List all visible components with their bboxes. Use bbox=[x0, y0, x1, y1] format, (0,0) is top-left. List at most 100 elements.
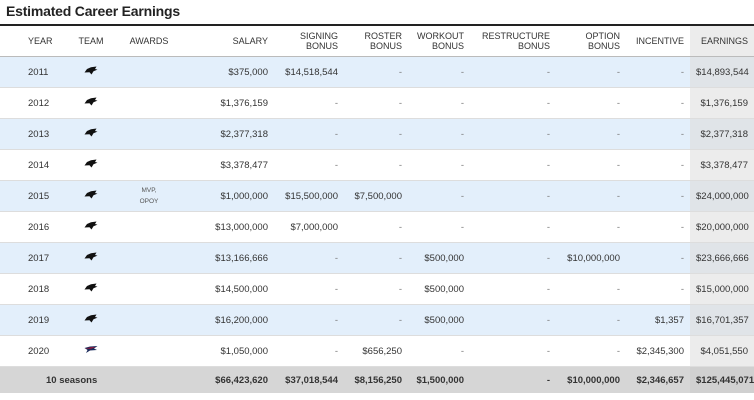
cell-awards: MVP, OPOY bbox=[122, 180, 176, 212]
col-header-workout-bonus[interactable]: WORKOUT BONUS bbox=[408, 26, 470, 57]
cell-incentive: - bbox=[626, 242, 690, 274]
col-header-option-bonus[interactable]: OPTION BONUS bbox=[556, 26, 626, 57]
header-line: BONUS bbox=[587, 41, 620, 51]
table-row[interactable]: 2017 $13,166,666- - $500,000- $10,000,000- $2… bbox=[0, 242, 754, 274]
cell-workout-bonus: - bbox=[408, 335, 470, 367]
cell-signing-bonus: - bbox=[274, 118, 344, 150]
panthers-logo-icon[interactable] bbox=[84, 190, 98, 199]
cell-workout-bonus: - bbox=[408, 211, 470, 243]
table-row[interactable]: 2020 $1,050,000- $656,250- - - $2,345,300 $4,0… bbox=[0, 335, 754, 367]
cell-workout-bonus: - bbox=[408, 118, 470, 150]
panthers-logo-icon[interactable] bbox=[84, 314, 98, 323]
cell-earnings: $3,378,477 bbox=[690, 149, 754, 181]
cell-year: 2016 bbox=[0, 211, 60, 243]
cell-option-bonus: - bbox=[556, 335, 626, 367]
panthers-logo-icon[interactable] bbox=[84, 66, 98, 75]
cell-year: 2013 bbox=[0, 118, 60, 150]
panthers-logo-icon[interactable] bbox=[84, 128, 98, 137]
cell-salary: $1,376,159 bbox=[176, 87, 274, 119]
table-row[interactable]: 2014 $3,378,477- - - - - - $3,378,477 bbox=[0, 149, 754, 181]
cell-team bbox=[60, 180, 122, 212]
header-line: OPTION bbox=[585, 31, 620, 41]
total-restructure-bonus: - bbox=[470, 366, 556, 393]
cell-team bbox=[60, 304, 122, 336]
cell-restructure-bonus: - bbox=[470, 56, 556, 88]
patriots-logo-icon[interactable] bbox=[84, 345, 98, 354]
col-header-restructure-bonus[interactable]: RESTRUCTURE BONUS bbox=[470, 26, 556, 57]
total-incentive: $2,346,657 bbox=[626, 366, 690, 393]
cell-restructure-bonus: - bbox=[470, 242, 556, 274]
cell-year: 2017 bbox=[0, 242, 60, 274]
total-earnings: $125,445,071 bbox=[690, 366, 754, 393]
col-header-roster-bonus[interactable]: ROSTER BONUS bbox=[344, 26, 408, 57]
col-header-earnings[interactable]: EARNINGS bbox=[690, 26, 754, 57]
header-line: SIGNING bbox=[299, 31, 338, 41]
table-row[interactable]: 2011 $375,000 $14,518,544- - - - - $14,893,544 bbox=[0, 56, 754, 88]
cell-roster-bonus: $7,500,000 bbox=[344, 180, 408, 212]
cell-restructure-bonus: - bbox=[470, 304, 556, 336]
cell-earnings: $14,893,544 bbox=[690, 56, 754, 88]
panthers-logo-icon[interactable] bbox=[84, 252, 98, 261]
cell-team bbox=[60, 335, 122, 367]
cell-year: 2020 bbox=[0, 335, 60, 367]
cell-option-bonus: - bbox=[556, 273, 626, 305]
cell-earnings: $23,666,666 bbox=[690, 242, 754, 274]
cell-signing-bonus: - bbox=[274, 304, 344, 336]
cell-team bbox=[60, 273, 122, 305]
cell-roster-bonus: - bbox=[344, 273, 408, 305]
col-header-team[interactable]: TEAM bbox=[60, 26, 122, 57]
header-line: BONUS bbox=[517, 41, 550, 51]
cell-option-bonus: - bbox=[556, 180, 626, 212]
cell-roster-bonus: - bbox=[344, 56, 408, 88]
cell-year: 2012 bbox=[0, 87, 60, 119]
cell-year: 2018 bbox=[0, 273, 60, 305]
cell-earnings: $16,701,357 bbox=[690, 304, 754, 336]
cell-signing-bonus: $7,000,000 bbox=[274, 211, 344, 243]
cell-roster-bonus: - bbox=[344, 118, 408, 150]
panthers-logo-icon[interactable] bbox=[84, 159, 98, 168]
cell-salary: $2,377,318 bbox=[176, 118, 274, 150]
cell-option-bonus: - bbox=[556, 56, 626, 88]
cell-roster-bonus: - bbox=[344, 87, 408, 119]
total-salary: $66,423,620 bbox=[176, 366, 274, 393]
col-header-year[interactable]: YEAR bbox=[0, 26, 60, 57]
total-roster-bonus: $8,156,250 bbox=[344, 366, 408, 393]
cell-roster-bonus: - bbox=[344, 242, 408, 274]
cell-incentive: - bbox=[626, 149, 690, 181]
col-header-incentive[interactable]: INCENTIVE bbox=[626, 26, 690, 57]
cell-workout-bonus: - bbox=[408, 180, 470, 212]
cell-earnings: $2,377,318 bbox=[690, 118, 754, 150]
cell-restructure-bonus: - bbox=[470, 211, 556, 243]
panthers-logo-icon[interactable] bbox=[84, 97, 98, 106]
table-row[interactable]: 2015 MVP, OPOY $1,000,000 $15,500,000 $7,500,… bbox=[0, 180, 754, 212]
cell-awards bbox=[122, 211, 176, 243]
cell-incentive: - bbox=[626, 87, 690, 119]
table-row[interactable]: 2019 $16,200,000- - $500,000- - $1,357 $16,701… bbox=[0, 304, 754, 336]
cell-salary: $1,000,000 bbox=[176, 180, 274, 212]
cell-option-bonus: - bbox=[556, 211, 626, 243]
panthers-logo-icon[interactable] bbox=[84, 283, 98, 292]
cell-awards bbox=[122, 149, 176, 181]
cell-restructure-bonus: - bbox=[470, 335, 556, 367]
cell-team bbox=[60, 56, 122, 88]
table-row[interactable]: 2012 $1,376,159- - - - - - $1,376,159 bbox=[0, 87, 754, 119]
table-row[interactable]: 2016 $13,000,000 $7,000,000- - - - - $20,000,00… bbox=[0, 211, 754, 243]
panthers-logo-icon[interactable] bbox=[84, 221, 98, 230]
cell-option-bonus: - bbox=[556, 304, 626, 336]
cell-salary: $13,166,666 bbox=[176, 242, 274, 274]
cell-workout-bonus: - bbox=[408, 87, 470, 119]
table-row[interactable]: 2013 $2,377,318- - - - - - $2,377,318 bbox=[0, 118, 754, 150]
cell-roster-bonus: $656,250 bbox=[344, 335, 408, 367]
cell-signing-bonus: - bbox=[274, 335, 344, 367]
cell-signing-bonus: - bbox=[274, 273, 344, 305]
table-row[interactable]: 2018 $14,500,000- - $500,000- - - $15,000,000 bbox=[0, 273, 754, 305]
cell-restructure-bonus: - bbox=[470, 87, 556, 119]
col-header-awards[interactable]: AWARDS bbox=[122, 26, 176, 57]
col-header-salary[interactable]: SALARY bbox=[176, 26, 274, 57]
col-header-signing-bonus[interactable]: SIGNING BONUS bbox=[274, 26, 344, 57]
cell-option-bonus: - bbox=[556, 149, 626, 181]
cell-workout-bonus: $500,000 bbox=[408, 304, 470, 336]
cell-year: 2011 bbox=[0, 56, 60, 88]
cell-incentive: - bbox=[626, 180, 690, 212]
cell-restructure-bonus: - bbox=[470, 149, 556, 181]
